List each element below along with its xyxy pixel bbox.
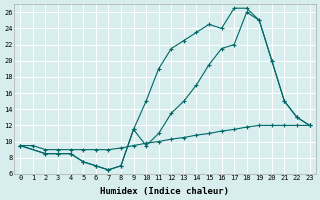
X-axis label: Humidex (Indice chaleur): Humidex (Indice chaleur): [100, 187, 229, 196]
